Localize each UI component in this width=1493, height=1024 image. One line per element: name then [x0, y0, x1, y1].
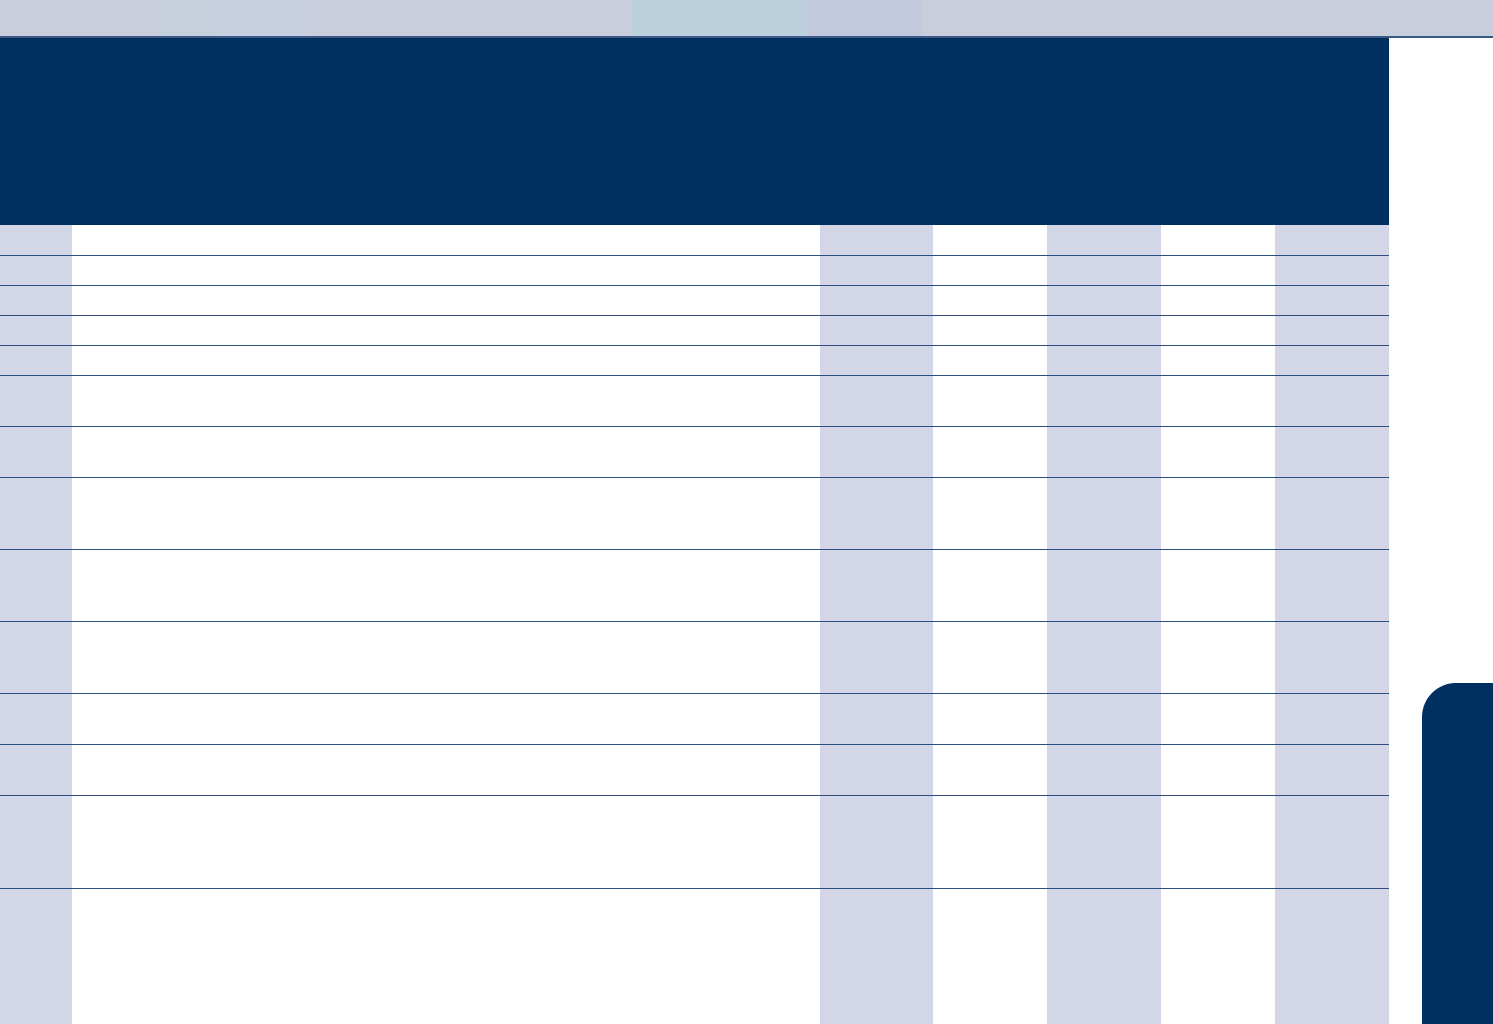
top-bar-tint [807, 0, 922, 36]
row-divider [0, 693, 1389, 694]
row-divider [0, 744, 1389, 745]
row-divider [0, 795, 1389, 796]
row-divider [0, 621, 1389, 622]
top-bar [0, 0, 1493, 38]
row-divider [0, 549, 1389, 550]
row-divider [0, 285, 1389, 286]
row-divider [0, 375, 1389, 376]
row-divider [0, 426, 1389, 427]
row-divider [0, 315, 1389, 316]
row-divider [0, 477, 1389, 478]
top-bar-tint [632, 0, 807, 36]
top-bar-tint [220, 0, 310, 36]
row-divider [0, 888, 1389, 889]
row-divider [0, 345, 1389, 346]
row-divider [0, 255, 1389, 256]
table-column-shaded [1275, 225, 1389, 1024]
data-table [0, 225, 1389, 1024]
table-column-shaded [1047, 225, 1161, 1024]
table-header [0, 38, 1389, 225]
table-column-shaded [820, 225, 933, 1024]
side-tab[interactable] [1422, 683, 1493, 1024]
table-column-shaded [0, 225, 72, 1024]
